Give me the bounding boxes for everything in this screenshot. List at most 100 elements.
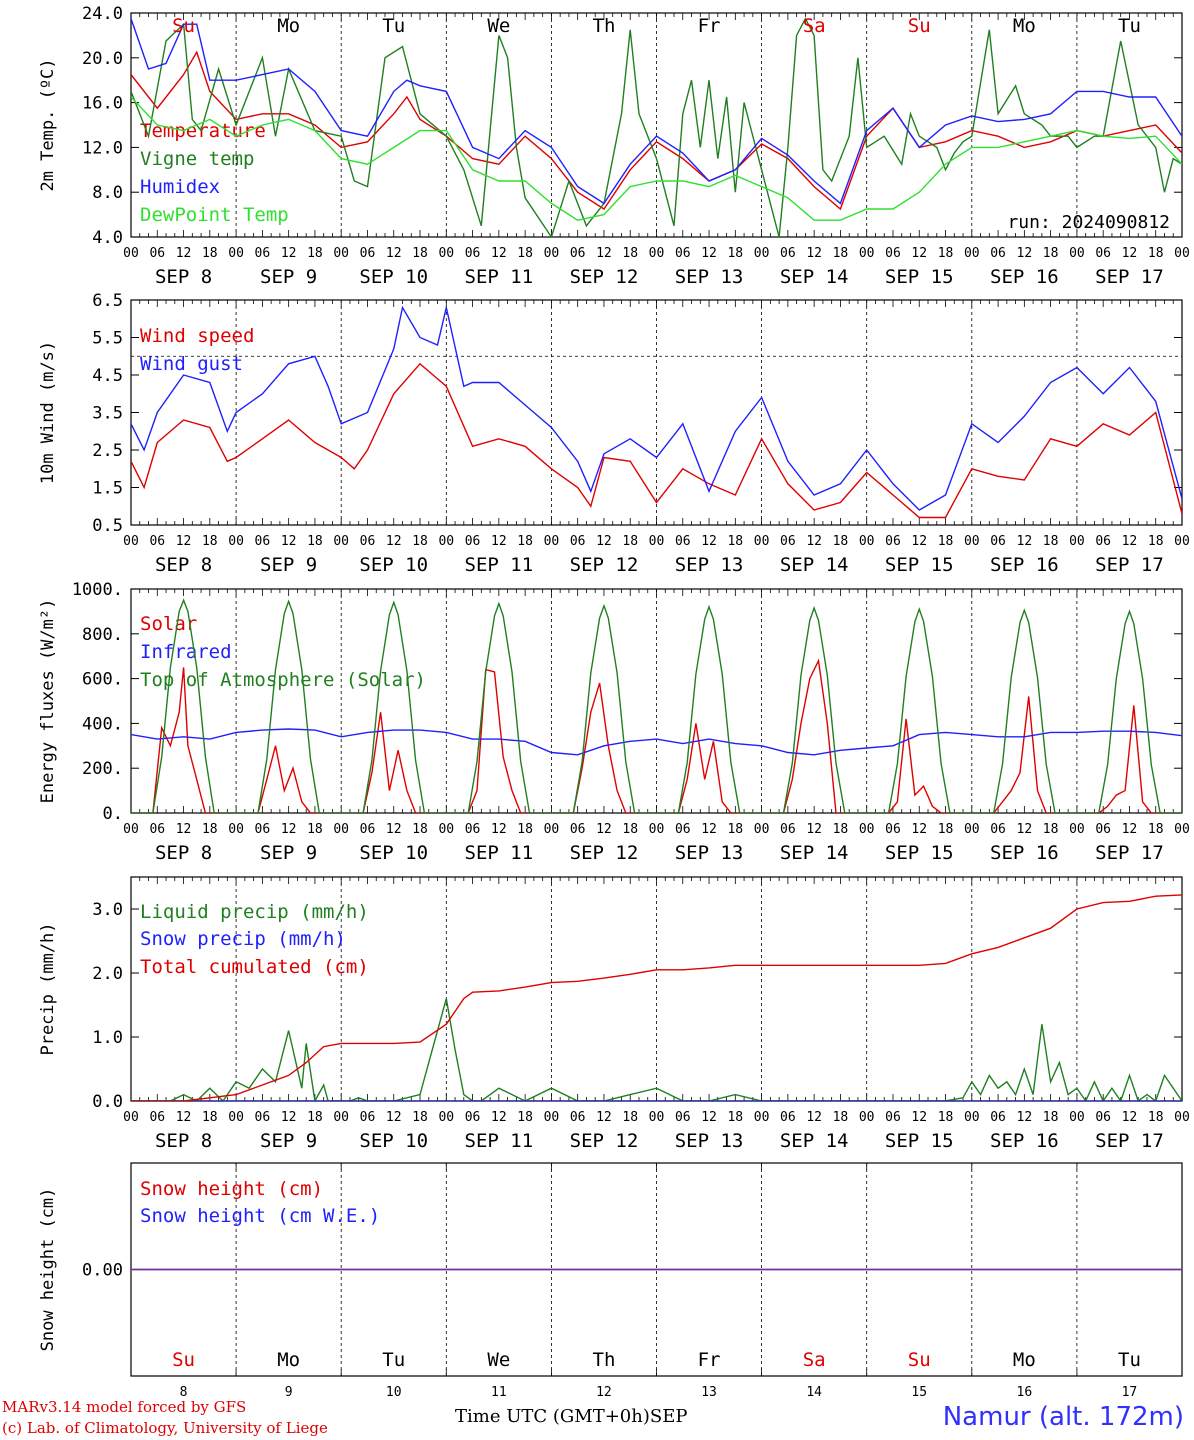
- x-date-label: SEP 10: [359, 266, 428, 288]
- x-hour-label: 12: [176, 1110, 192, 1125]
- day-of-week-label: Su: [908, 1349, 931, 1371]
- legend-entry: Top of Atmosphere (Solar): [140, 669, 426, 691]
- y-tick-label: 2.0: [92, 964, 123, 984]
- x-hour-label: 12: [701, 246, 717, 261]
- x-hour-label: 00: [438, 246, 454, 261]
- x-day-number: 8: [180, 1385, 188, 1400]
- panel-energy: 0. 200. 400. 600. 800. 1000. Energy fluxes (W/…: [38, 580, 1190, 864]
- x-hour-label: 12: [491, 822, 507, 837]
- x-hour-label: 18: [622, 822, 638, 837]
- x-hour-label: 12: [491, 1110, 507, 1125]
- x-hour-label: 00: [859, 534, 875, 549]
- x-date-label: SEP 14: [780, 554, 849, 576]
- x-hour-label: 12: [281, 822, 297, 837]
- x-date-label: SEP 17: [1095, 554, 1164, 576]
- x-date-label: SEP 13: [675, 842, 744, 864]
- x-hour-label: 00: [333, 1110, 349, 1125]
- x-hour-label: 18: [727, 246, 743, 261]
- x-hour-label: 12: [386, 534, 402, 549]
- x-hour-label: 06: [990, 246, 1006, 261]
- x-hour-label: 12: [176, 246, 192, 261]
- x-hour-label: 18: [1148, 246, 1164, 261]
- x-day-number: 14: [806, 1385, 822, 1400]
- x-date-label: SEP 15: [885, 266, 954, 288]
- x-date-label: SEP 16: [990, 842, 1059, 864]
- x-hour-label: 12: [806, 246, 822, 261]
- x-hour-label: 00: [1174, 1110, 1190, 1125]
- station-name: Namur (alt. 172m): [942, 1402, 1184, 1432]
- x-hour-label: 12: [386, 246, 402, 261]
- legend-entry: Total cumulated (cm): [140, 956, 369, 978]
- x-hour-label: 12: [596, 246, 612, 261]
- x-hour-label: 06: [1095, 1110, 1111, 1125]
- x-hour-label: 18: [202, 246, 218, 261]
- x-day-number: 16: [1017, 1385, 1033, 1400]
- x-hour-label: 18: [412, 534, 428, 549]
- day-of-week-label: Tu: [1118, 1349, 1141, 1371]
- x-hour-label: 12: [281, 1110, 297, 1125]
- x-hour-label: 18: [412, 1110, 428, 1125]
- x-day-number: 17: [1122, 1385, 1138, 1400]
- x-date-label: SEP 17: [1095, 842, 1164, 864]
- x-date-label: SEP 16: [990, 554, 1059, 576]
- x-hour-label: 18: [938, 822, 954, 837]
- x-date-label: SEP 14: [780, 266, 849, 288]
- x-hour-label: 18: [622, 246, 638, 261]
- x-hour-label: 18: [938, 534, 954, 549]
- x-hour-label: 12: [911, 1110, 927, 1125]
- x-date-label: SEP 9: [260, 266, 317, 288]
- series-line-top-of-atmosphere-solar-: [131, 598, 1182, 813]
- x-hour-label: 18: [938, 246, 954, 261]
- x-hour-label: 00: [544, 822, 560, 837]
- x-hour-label: 00: [859, 1110, 875, 1125]
- series-line-temperature: [131, 50, 1182, 211]
- x-hour-label: 00: [228, 246, 244, 261]
- x-hour-label: 00: [123, 246, 139, 261]
- x-hour-label: 06: [570, 534, 586, 549]
- y-tick-label: 2.5: [92, 441, 123, 461]
- x-date-label: SEP 14: [780, 842, 849, 864]
- x-hour-label: 00: [1069, 1110, 1085, 1125]
- y-tick-label: 6.5: [92, 291, 123, 311]
- day-of-week-label: Fr: [698, 1349, 721, 1371]
- x-date-label: SEP 11: [465, 266, 534, 288]
- x-date-label: SEP 12: [570, 842, 639, 864]
- y-tick-label: 4.5: [92, 366, 123, 386]
- y-axis-label: Energy fluxes (W/m²): [38, 599, 58, 804]
- x-hour-label: 18: [517, 246, 533, 261]
- x-hour-label: 18: [938, 1110, 954, 1125]
- x-hour-label: 12: [911, 246, 927, 261]
- legend-entry: Snow precip (mm/h): [140, 928, 346, 950]
- y-tick-label: 5.5: [92, 329, 123, 349]
- x-hour-label: 00: [544, 246, 560, 261]
- x-hour-label: 00: [1069, 246, 1085, 261]
- day-of-week-label: Mo: [277, 1349, 300, 1371]
- series-line-liquid-precip-mm-h-: [131, 998, 1182, 1101]
- x-hour-label: 18: [1043, 822, 1059, 837]
- legend-entry: Infrared: [140, 641, 232, 663]
- x-hour-label: 06: [149, 822, 165, 837]
- x-hour-label: 00: [438, 1110, 454, 1125]
- x-hour-label: 06: [360, 534, 376, 549]
- x-hour-label: 18: [202, 1110, 218, 1125]
- x-hour-label: 06: [1095, 246, 1111, 261]
- x-hour-label: 18: [412, 246, 428, 261]
- day-of-week-label: Th: [593, 1349, 616, 1371]
- x-hour-label: 06: [360, 1110, 376, 1125]
- x-date-label: SEP 13: [675, 1130, 744, 1152]
- x-hour-label: 12: [386, 1110, 402, 1125]
- run-label: run: 2024090812: [1007, 212, 1170, 233]
- x-hour-label: 00: [1174, 822, 1190, 837]
- x-hour-label: 00: [964, 1110, 980, 1125]
- x-date-label: SEP 12: [570, 1130, 639, 1152]
- x-hour-label: 12: [911, 534, 927, 549]
- x-hour-label: 12: [596, 534, 612, 549]
- series-line-humidex: [131, 18, 1182, 205]
- x-hour-label: 12: [911, 822, 927, 837]
- x-hour-label: 12: [806, 1110, 822, 1125]
- x-hour-label: 18: [307, 1110, 323, 1125]
- x-hour-label: 12: [281, 246, 297, 261]
- x-hour-label: 06: [465, 534, 481, 549]
- x-date-label: SEP 8: [155, 266, 212, 288]
- x-hour-label: 18: [727, 822, 743, 837]
